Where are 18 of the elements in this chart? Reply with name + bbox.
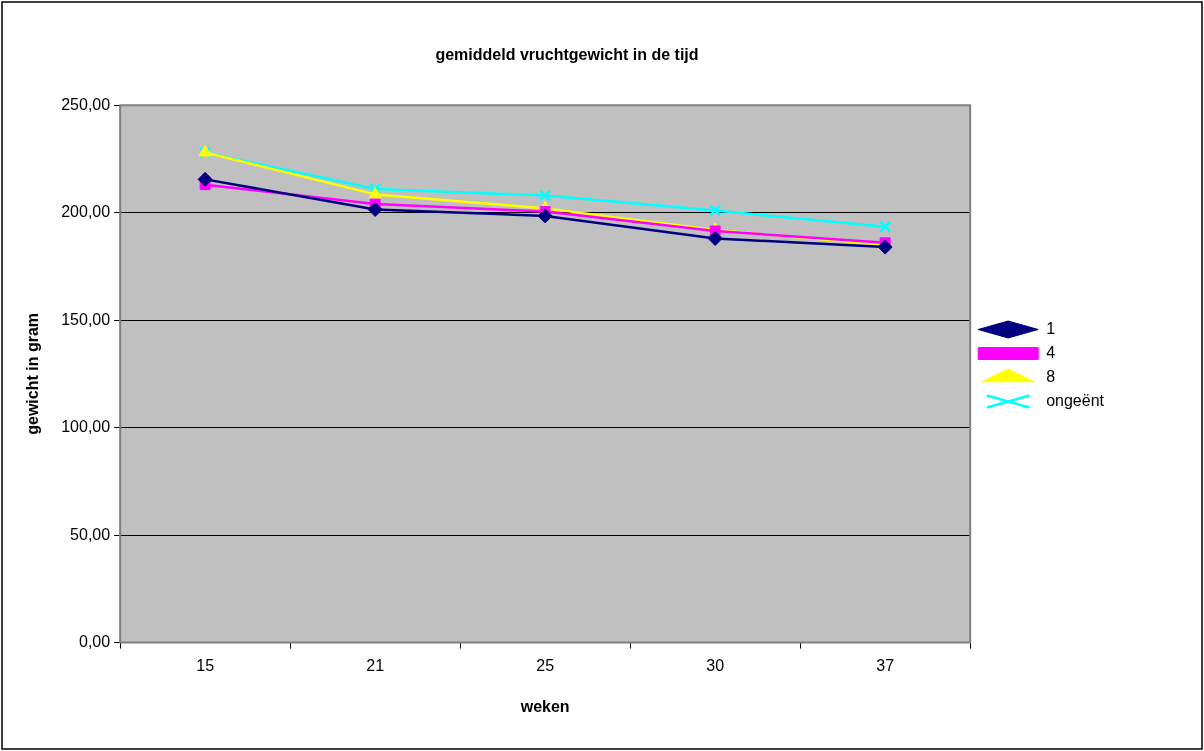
legend-label: 4 (1046, 343, 1056, 361)
y-tick-label: 150,00 (61, 310, 111, 328)
legend-label: 1 (1046, 319, 1056, 337)
x-tick-label: 15 (196, 656, 215, 674)
y-tick-label: 100,00 (61, 418, 111, 436)
legend-label: ongeënt (1046, 391, 1105, 409)
y-tick-label: 50,00 (70, 525, 111, 543)
y-tick-label: 250,00 (61, 95, 111, 113)
x-axis-title: weken (519, 697, 570, 715)
x-tick-label: 25 (536, 656, 555, 674)
x-tick-label: 21 (366, 656, 385, 674)
y-axis-title: gewicht in gram (24, 313, 42, 435)
legend-label: 8 (1046, 367, 1056, 385)
chart-title: gemiddeld vruchtgewicht in de tijd (435, 46, 699, 64)
x-tick-label: 37 (876, 656, 895, 674)
y-tick-label: 0,00 (79, 633, 111, 651)
x-tick-label: 30 (706, 656, 725, 674)
y-tick-label: 200,00 (61, 203, 111, 221)
